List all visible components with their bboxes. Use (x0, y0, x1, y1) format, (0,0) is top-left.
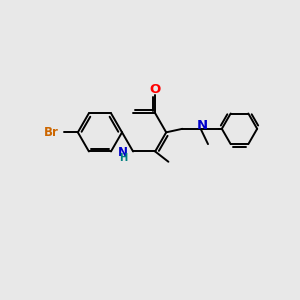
Text: Br: Br (44, 126, 59, 139)
Text: N: N (118, 146, 128, 159)
Text: N: N (196, 119, 207, 132)
Text: O: O (149, 83, 161, 96)
Text: H: H (119, 153, 128, 163)
